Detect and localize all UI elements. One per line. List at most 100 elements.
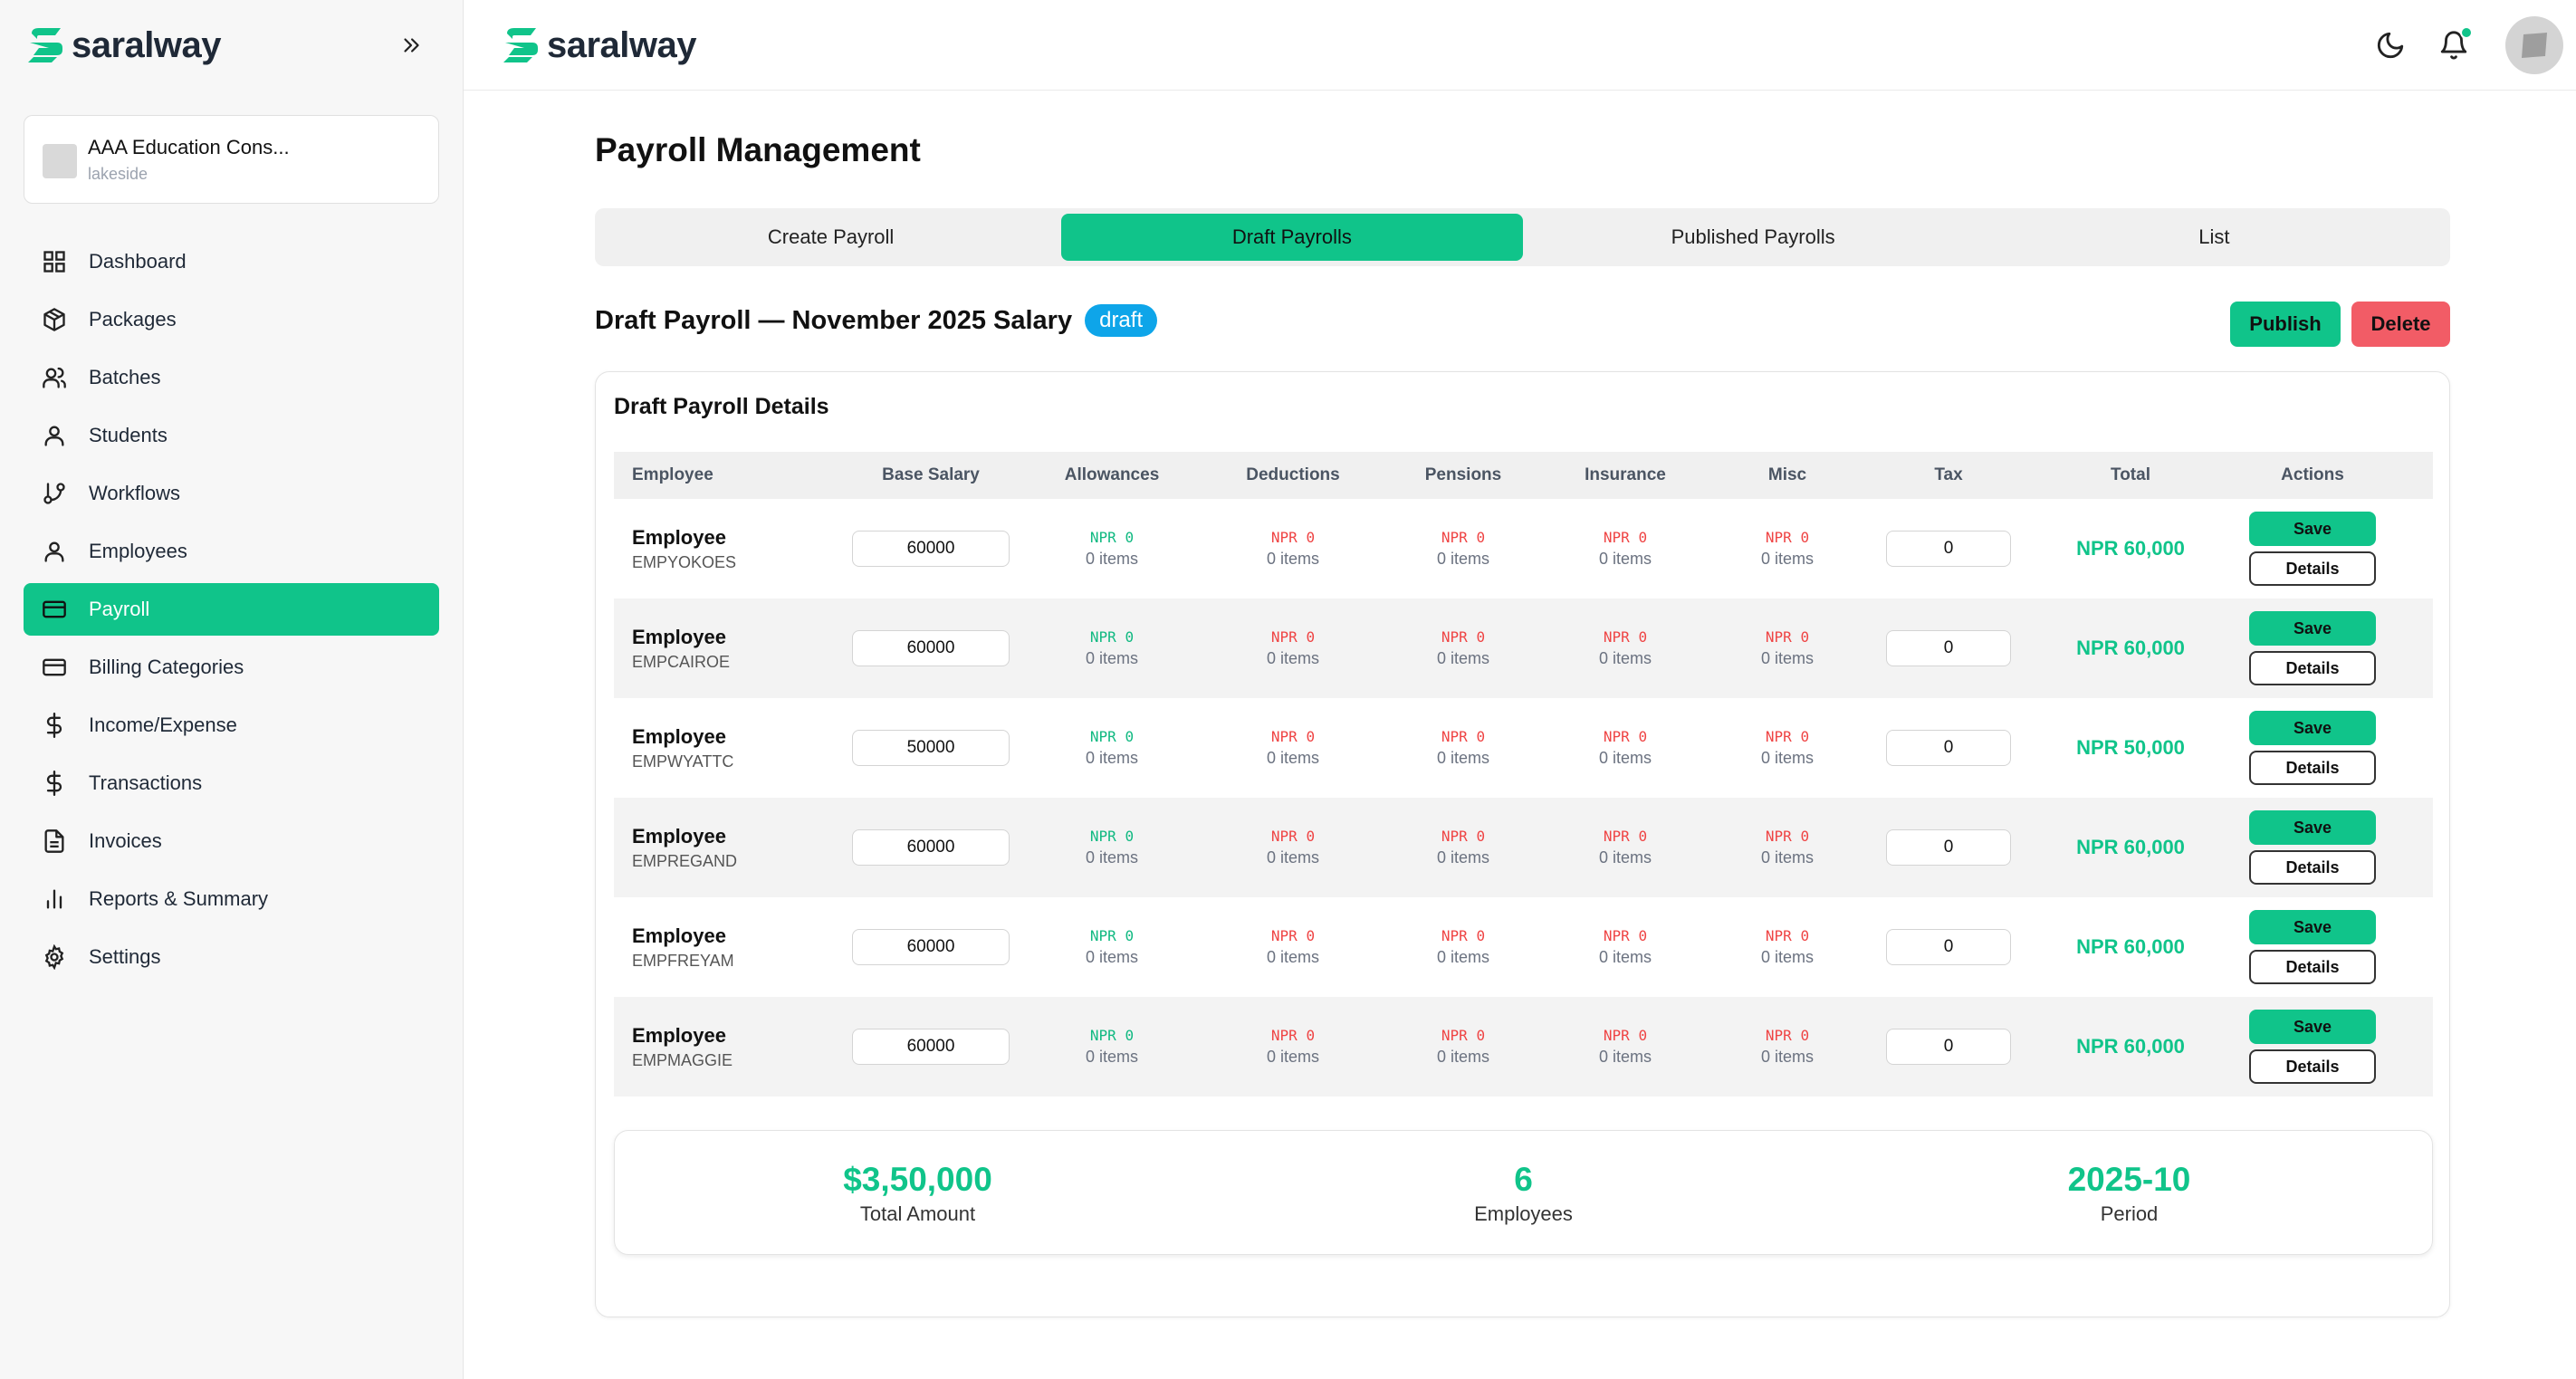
misc-count: 0 items bbox=[1760, 848, 1815, 867]
save-button[interactable]: Save bbox=[2249, 512, 2376, 546]
theme-toggle-button[interactable] bbox=[2370, 24, 2411, 66]
organization-switcher[interactable]: AAA Education Cons... lakeside bbox=[24, 115, 439, 204]
column-header: Misc bbox=[1767, 465, 1807, 484]
misc-amount: NPR 0 bbox=[1765, 828, 1810, 845]
user-icon bbox=[40, 421, 69, 450]
period-label: Period bbox=[2100, 1202, 2159, 1225]
sidebar-item-dashboard[interactable]: Dashboard bbox=[24, 235, 439, 288]
table-row: Employee EMPYOKOES NPR 0 0 items NPR 0 0 i… bbox=[614, 499, 2433, 599]
save-button[interactable]: Save bbox=[2249, 810, 2376, 845]
payroll-tabs: Create Payroll Draft Payrolls Published … bbox=[595, 208, 2450, 266]
details-button[interactable]: Details bbox=[2249, 751, 2376, 785]
tax-cell bbox=[1886, 997, 2011, 1096]
sidebar-logo[interactable]: saralway bbox=[24, 24, 222, 66]
save-button[interactable]: Save bbox=[2249, 910, 2376, 944]
employee-code: EMPCAIROE bbox=[632, 652, 731, 671]
employees-label: Employees bbox=[1474, 1202, 1573, 1225]
pensions-count: 0 items bbox=[1436, 1048, 1490, 1066]
allowances-count: 0 items bbox=[1085, 550, 1139, 568]
tax-input[interactable] bbox=[1886, 929, 2011, 965]
tax-input[interactable] bbox=[1886, 1029, 2011, 1065]
pensions-amount: NPR 0 bbox=[1441, 529, 1486, 546]
header-logo[interactable]: saralway bbox=[500, 24, 697, 66]
bar-chart-icon bbox=[40, 885, 69, 914]
deductions-cell: NPR 0 0 items bbox=[1230, 798, 1356, 897]
total-cell: NPR 60,000 bbox=[2058, 897, 2203, 997]
misc-count: 0 items bbox=[1760, 749, 1815, 767]
save-button[interactable]: Save bbox=[2249, 1010, 2376, 1044]
base-salary-input[interactable] bbox=[852, 730, 1010, 766]
insurance-count: 0 items bbox=[1598, 948, 1652, 966]
tax-cell bbox=[1886, 698, 2011, 798]
tax-input[interactable] bbox=[1886, 531, 2011, 567]
deductions-amount: NPR 0 bbox=[1270, 927, 1316, 944]
details-button[interactable]: Details bbox=[2249, 651, 2376, 685]
deductions-amount: NPR 0 bbox=[1270, 828, 1316, 845]
misc-cell: NPR 0 0 items bbox=[1724, 798, 1851, 897]
sidebar-item-invoices[interactable]: Invoices bbox=[24, 815, 439, 867]
column-header: Base Salary bbox=[882, 465, 980, 484]
column-header: Tax bbox=[1934, 465, 1963, 484]
sidebar-item-reports[interactable]: Reports & Summary bbox=[24, 873, 439, 925]
notifications-button[interactable] bbox=[2433, 24, 2475, 66]
sidebar-item-employees[interactable]: Employees bbox=[24, 525, 439, 578]
sidebar-item-packages[interactable]: Packages bbox=[24, 293, 439, 346]
deductions-cell: NPR 0 0 items bbox=[1230, 499, 1356, 599]
deductions-count: 0 items bbox=[1266, 749, 1320, 767]
row-total: NPR 60,000 bbox=[2076, 637, 2185, 659]
misc-count: 0 items bbox=[1760, 550, 1815, 568]
sidebar-item-label: Students bbox=[89, 424, 168, 446]
pensions-count: 0 items bbox=[1436, 649, 1490, 667]
org-avatar bbox=[43, 144, 77, 178]
summary-period: 2025-10 Period bbox=[1826, 1131, 2432, 1256]
tab-create-payroll[interactable]: Create Payroll bbox=[767, 225, 895, 248]
pensions-cell: NPR 0 0 items bbox=[1400, 997, 1527, 1096]
total-cell: NPR 60,000 bbox=[2058, 798, 2203, 897]
sidebar-item-settings[interactable]: Settings bbox=[24, 931, 439, 983]
base-salary-input[interactable] bbox=[852, 929, 1010, 965]
details-button[interactable]: Details bbox=[2249, 850, 2376, 885]
misc-amount: NPR 0 bbox=[1765, 728, 1810, 745]
insurance-amount: NPR 0 bbox=[1603, 728, 1648, 745]
employee-code: EMPMAGGIE bbox=[632, 1050, 733, 1069]
details-button[interactable]: Details bbox=[2249, 551, 2376, 586]
details-button[interactable]: Details bbox=[2249, 1049, 2376, 1084]
deductions-cell: NPR 0 0 items bbox=[1230, 698, 1356, 798]
tax-input[interactable] bbox=[1886, 630, 2011, 666]
allowances-amount: NPR 0 bbox=[1089, 529, 1135, 546]
base-salary-input[interactable] bbox=[852, 531, 1010, 567]
base-salary-input[interactable] bbox=[852, 630, 1010, 666]
save-button[interactable]: Save bbox=[2249, 611, 2376, 646]
details-button[interactable]: Details bbox=[2249, 950, 2376, 984]
user-avatar[interactable] bbox=[2505, 16, 2563, 74]
org-name: AAA Education Cons... bbox=[88, 136, 290, 158]
insurance-amount: NPR 0 bbox=[1603, 628, 1648, 646]
sidebar-item-transactions[interactable]: Transactions bbox=[24, 757, 439, 809]
pensions-count: 0 items bbox=[1436, 749, 1490, 767]
employee-code: EMPREGAND bbox=[632, 851, 738, 870]
sidebar-item-payroll[interactable]: Payroll bbox=[24, 583, 439, 636]
tab-draft-payrolls[interactable]: Draft Payrolls bbox=[1061, 214, 1523, 261]
publish-button[interactable]: Publish bbox=[2230, 302, 2341, 347]
sidebar-item-billing-categories[interactable]: Billing Categories bbox=[24, 641, 439, 694]
sidebar-item-students[interactable]: Students bbox=[24, 409, 439, 462]
collapse-sidebar-button[interactable] bbox=[395, 29, 427, 62]
save-button[interactable]: Save bbox=[2249, 711, 2376, 745]
sidebar-item-income-expense[interactable]: Income/Expense bbox=[24, 699, 439, 752]
tab-published-payrolls[interactable]: Published Payrolls bbox=[1671, 225, 1835, 248]
tab-list[interactable]: List bbox=[2198, 225, 2230, 248]
sidebar-item-workflows[interactable]: Workflows bbox=[24, 467, 439, 520]
tax-input[interactable] bbox=[1886, 730, 2011, 766]
insurance-count: 0 items bbox=[1598, 649, 1652, 667]
base-salary-input[interactable] bbox=[852, 1029, 1010, 1065]
avatar-image-icon bbox=[2522, 33, 2547, 58]
tax-input[interactable] bbox=[1886, 829, 2011, 866]
base-salary-input[interactable] bbox=[852, 829, 1010, 866]
employee-cell: Employee EMPYOKOES bbox=[632, 499, 736, 599]
sidebar-item-batches[interactable]: Batches bbox=[24, 351, 439, 404]
allowances-count: 0 items bbox=[1085, 1048, 1139, 1066]
sidebar: saralway AAA Education Cons... lakeside … bbox=[0, 0, 464, 1379]
allowances-cell: NPR 0 0 items bbox=[1049, 897, 1175, 997]
delete-button[interactable]: Delete bbox=[2351, 302, 2450, 347]
employee-name: Employee bbox=[632, 724, 726, 748]
